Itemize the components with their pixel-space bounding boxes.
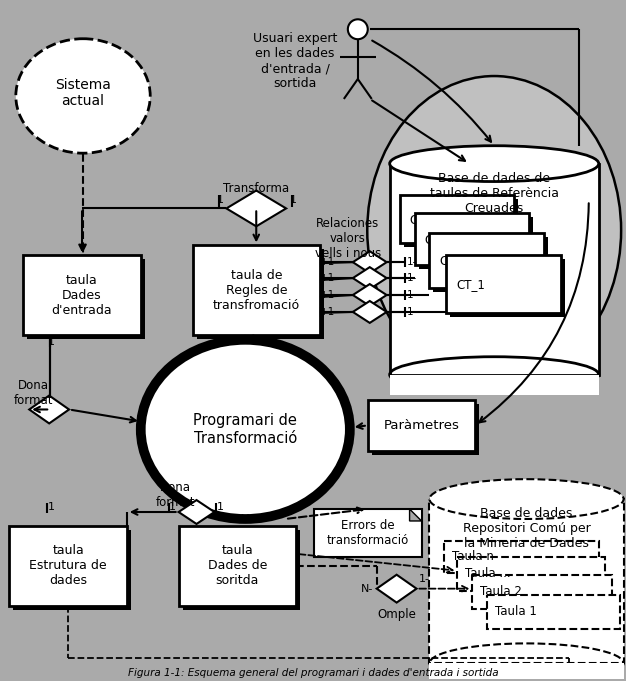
Polygon shape xyxy=(409,509,421,521)
Ellipse shape xyxy=(348,19,367,39)
Text: taula de
Regles de
transfromació: taula de Regles de transfromació xyxy=(213,268,300,311)
Text: CT_n: CT_n xyxy=(409,213,438,226)
Text: Figura 1-1: Esquema general del programari i dades d'entrada i sortida: Figura 1-1: Esquema general del programa… xyxy=(128,668,498,678)
Text: 1-: 1- xyxy=(406,307,417,317)
Text: +1: +1 xyxy=(321,273,336,283)
Bar xyxy=(367,400,475,452)
Text: 1: 1 xyxy=(48,502,54,512)
Text: Omple: Omple xyxy=(377,608,416,621)
Polygon shape xyxy=(377,575,416,603)
Bar xyxy=(314,509,421,557)
Text: taula
Dades de
soritda: taula Dades de soritda xyxy=(208,544,267,587)
Polygon shape xyxy=(29,396,69,424)
Bar xyxy=(193,245,320,335)
Bar xyxy=(419,217,533,269)
Text: +1: +1 xyxy=(321,257,336,267)
Text: Taula 1: Taula 1 xyxy=(495,605,537,618)
Ellipse shape xyxy=(141,340,350,519)
Text: Errors de
transformació: Errors de transformació xyxy=(327,519,409,547)
Bar xyxy=(389,163,598,375)
Text: 1-: 1- xyxy=(419,573,430,584)
Text: Relaciones
valors
vells i nous: Relaciones valors vells i nous xyxy=(315,217,381,259)
Bar xyxy=(414,213,529,265)
Text: taula
Dades
d'entrada: taula Dades d'entrada xyxy=(52,274,112,317)
Ellipse shape xyxy=(16,39,150,153)
Text: Dona
format: Dona format xyxy=(14,379,53,407)
Text: Usuari expert
en les dades
d'entrada /
sortida: Usuari expert en les dades d'entrada / s… xyxy=(253,32,337,90)
Text: 1: 1 xyxy=(290,195,297,206)
Text: 1-: 1- xyxy=(406,290,417,300)
Ellipse shape xyxy=(367,76,621,385)
Ellipse shape xyxy=(389,146,598,182)
Ellipse shape xyxy=(429,479,623,519)
Text: Base de dades
Repositori Comú per
la Mineria de Dades: Base de dades Repositori Comú per la Min… xyxy=(463,507,590,550)
Bar xyxy=(487,595,620,629)
Bar xyxy=(472,575,612,609)
Polygon shape xyxy=(227,191,286,226)
Text: 1: 1 xyxy=(217,195,224,206)
Polygon shape xyxy=(353,267,387,289)
Text: N-: N- xyxy=(361,584,373,594)
Text: Transforma: Transforma xyxy=(223,182,289,195)
Bar xyxy=(183,530,300,609)
Bar xyxy=(399,195,514,243)
Bar xyxy=(13,530,131,609)
Polygon shape xyxy=(353,284,387,306)
Text: 1-: 1- xyxy=(406,273,417,283)
Bar xyxy=(404,200,518,247)
Polygon shape xyxy=(353,301,387,323)
Bar xyxy=(197,249,324,339)
Text: Dona
format: Dona format xyxy=(156,481,195,509)
Bar xyxy=(9,526,127,605)
Bar xyxy=(429,234,544,288)
Text: 1: 1 xyxy=(217,502,224,512)
Bar xyxy=(23,255,141,335)
Bar xyxy=(429,499,623,663)
Text: Taula 2: Taula 2 xyxy=(480,585,522,598)
Text: Base de dades de
taules de Referència
Creuades: Base de dades de taules de Referència Cr… xyxy=(429,172,558,215)
Bar xyxy=(429,663,623,681)
Text: Taula n: Taula n xyxy=(453,550,495,563)
Text: +1: +1 xyxy=(321,290,336,300)
Bar xyxy=(372,404,480,456)
Bar xyxy=(28,259,145,339)
Text: Paràmetres: Paràmetres xyxy=(384,419,459,432)
Text: CT_2: CT_2 xyxy=(439,254,468,267)
Polygon shape xyxy=(353,251,387,273)
Bar xyxy=(458,557,605,590)
Polygon shape xyxy=(178,500,215,524)
Text: 1: 1 xyxy=(48,337,54,347)
Text: Programari de
Transformació: Programari de Transformació xyxy=(193,413,297,445)
Text: taula
Estrutura de
dades: taula Estrutura de dades xyxy=(29,544,107,587)
Text: +1: +1 xyxy=(321,307,336,317)
Bar xyxy=(433,237,548,292)
Bar xyxy=(444,541,598,573)
Text: Taula ...: Taula ... xyxy=(465,567,511,580)
Bar xyxy=(446,255,561,313)
Text: Sistema
actual: Sistema actual xyxy=(55,78,111,108)
Bar xyxy=(450,259,565,317)
Bar xyxy=(389,375,598,394)
Text: 1-: 1- xyxy=(406,257,417,267)
Bar xyxy=(178,526,296,605)
Text: CT_ ...: CT_ ... xyxy=(424,233,461,246)
Text: 1: 1 xyxy=(169,502,176,512)
Text: CT_1: CT_1 xyxy=(456,278,485,291)
